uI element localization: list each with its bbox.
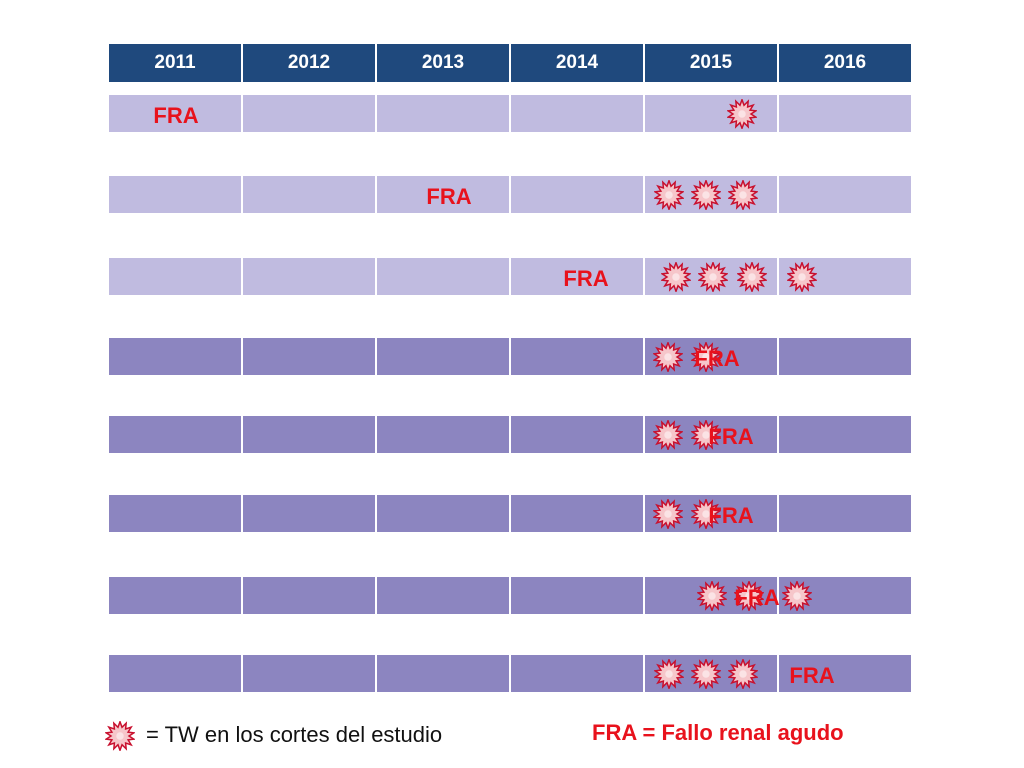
row-7-cell-2013 — [376, 576, 510, 615]
year-header-2012: 2012 — [242, 43, 376, 83]
tw-burst-icon — [732, 579, 766, 612]
row-6-cell-2013 — [376, 494, 510, 533]
row-2-cell-2012 — [242, 175, 376, 214]
year-header-2016: 2016 — [778, 43, 912, 83]
row-5-cell-2012 — [242, 415, 376, 454]
tw-burst-icon — [651, 497, 685, 530]
row-2-cell-2011 — [108, 175, 242, 214]
row-5-cell-2014 — [510, 415, 644, 454]
row-3-cell-2011 — [108, 257, 242, 296]
tw-burst-icon — [735, 260, 769, 293]
row-6-cell-2012 — [242, 494, 376, 533]
row-4-cell-2011 — [108, 337, 242, 376]
row-1-cell-2016 — [778, 94, 912, 133]
fra-label-row-2: FRA — [426, 183, 472, 209]
row-2-cell-2016 — [778, 175, 912, 214]
row-5-cell-2011 — [108, 415, 242, 454]
tw-burst-icon — [689, 497, 723, 530]
tw-burst-icon — [651, 418, 685, 451]
row-1-cell-2015 — [644, 94, 778, 133]
row-6-cell-2014 — [510, 494, 644, 533]
legend-tw-burst-icon — [103, 719, 137, 753]
tw-burst-icon — [689, 657, 723, 690]
fra-label-row-7: FRA — [734, 584, 780, 610]
row-4-cell-2013 — [376, 337, 510, 376]
tw-burst-icon — [726, 178, 760, 211]
tw-burst-icon — [659, 260, 693, 293]
legend-tw-text: = TW en los cortes del estudio — [146, 722, 443, 747]
tw-burst-icon — [652, 657, 686, 690]
fra-label-row-3: FRA — [563, 265, 609, 291]
fra-label-row-6: FRA — [708, 502, 754, 528]
row-8-cell-2013 — [376, 654, 510, 693]
row-8-cell-2014 — [510, 654, 644, 693]
fra-label-row-1: FRA — [153, 102, 199, 128]
legend-fra-definition: FRA = Fallo renal agudo — [592, 720, 844, 745]
row-1-cell-2011 — [108, 94, 242, 133]
row-1-cell-2014 — [510, 94, 644, 133]
row-5-cell-2016 — [778, 415, 912, 454]
tw-burst-icon — [695, 579, 729, 612]
tw-burst-icon — [689, 340, 723, 373]
fra-label-row-5: FRA — [708, 423, 754, 449]
row-4-cell-2016 — [778, 337, 912, 376]
tw-burst-icon — [651, 340, 685, 373]
row-1-cell-2013 — [376, 94, 510, 133]
row-2-cell-2014 — [510, 175, 644, 214]
tw-burst-icon — [725, 97, 759, 130]
row-8-cell-2016 — [778, 654, 912, 693]
row-8-cell-2012 — [242, 654, 376, 693]
tw-burst-icon — [726, 657, 760, 690]
tw-burst-icon — [652, 178, 686, 211]
year-header-2013: 2013 — [376, 43, 510, 83]
fra-label-row-8: FRA — [789, 662, 835, 688]
row-5-cell-2013 — [376, 415, 510, 454]
tw-burst-icon — [689, 418, 723, 451]
row-7-cell-2011 — [108, 576, 242, 615]
tw-burst-icon — [780, 579, 814, 612]
year-header-2014: 2014 — [510, 43, 644, 83]
fra-label-row-4: FRA — [694, 345, 740, 371]
tw-burst-icon — [689, 178, 723, 211]
row-6-cell-2011 — [108, 494, 242, 533]
row-2-cell-2013 — [376, 175, 510, 214]
tw-burst-icon — [785, 260, 819, 293]
row-3-cell-2013 — [376, 257, 510, 296]
row-1-cell-2012 — [242, 94, 376, 133]
row-7-cell-2012 — [242, 576, 376, 615]
row-6-cell-2016 — [778, 494, 912, 533]
row-4-cell-2012 — [242, 337, 376, 376]
year-header-2015: 2015 — [644, 43, 778, 83]
row-3-cell-2014 — [510, 257, 644, 296]
row-7-cell-2014 — [510, 576, 644, 615]
year-header-2011: 2011 — [108, 43, 242, 83]
row-3-cell-2012 — [242, 257, 376, 296]
row-4-cell-2014 — [510, 337, 644, 376]
row-8-cell-2011 — [108, 654, 242, 693]
tw-burst-icon — [696, 260, 730, 293]
